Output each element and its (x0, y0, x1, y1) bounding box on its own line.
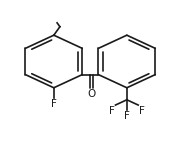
Text: F: F (109, 106, 115, 116)
Text: F: F (139, 106, 145, 116)
Text: F: F (51, 99, 57, 109)
Text: F: F (124, 111, 130, 121)
Text: O: O (87, 89, 96, 99)
